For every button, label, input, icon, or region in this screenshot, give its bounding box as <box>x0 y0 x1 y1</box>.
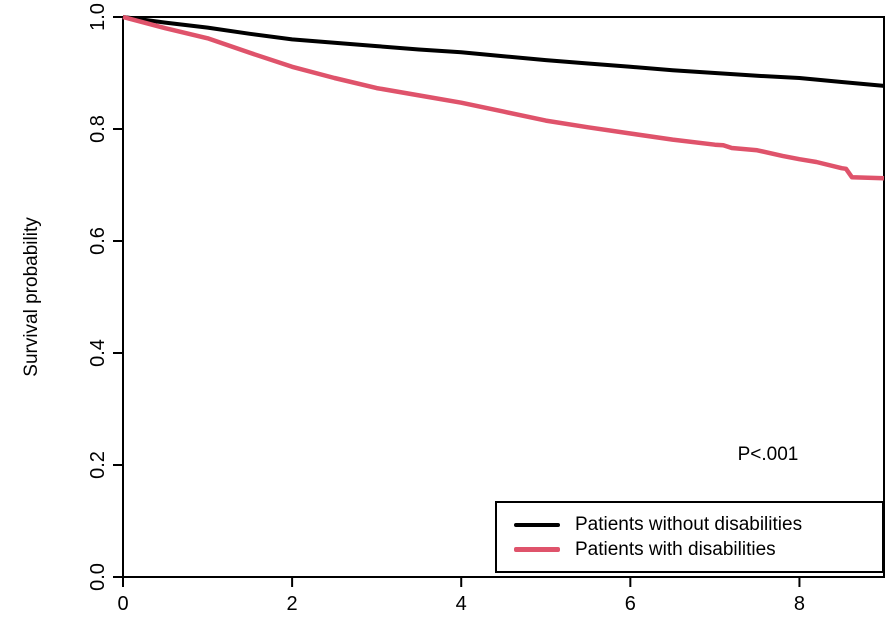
legend-item: Patients with disabilities <box>497 537 882 562</box>
y-tick-label: 1.0 <box>87 3 109 31</box>
p-value-annotation: P<.001 <box>737 444 799 465</box>
x-tick-label: 0 <box>117 593 128 615</box>
series-line-1 <box>122 14 885 181</box>
x-tick-label: 2 <box>287 593 298 615</box>
y-tick-label: 0.8 <box>87 115 109 143</box>
x-tick-label: 8 <box>794 593 805 615</box>
y-tick-label: 0.4 <box>87 339 109 367</box>
x-tick-label: 6 <box>625 593 636 615</box>
y-tick-label: 0.2 <box>87 451 109 479</box>
legend-item-label: Patients with disabilities <box>575 538 776 560</box>
x-tick-label: 4 <box>456 593 467 615</box>
y-axis-title: Survival probability <box>21 217 42 377</box>
plot-box <box>122 16 885 578</box>
y-tick-label: 0.6 <box>87 227 109 255</box>
legend-line-sample <box>514 547 560 552</box>
legend-item: Patients without disabilities <box>497 512 882 537</box>
legend-item-label: Patients without disabilities <box>575 513 803 535</box>
legend: Patients without disabilities Patients wi… <box>495 501 884 573</box>
series-line-0 <box>122 15 885 88</box>
y-tick-label: 0.0 <box>87 563 109 591</box>
legend-line-sample <box>514 522 560 527</box>
